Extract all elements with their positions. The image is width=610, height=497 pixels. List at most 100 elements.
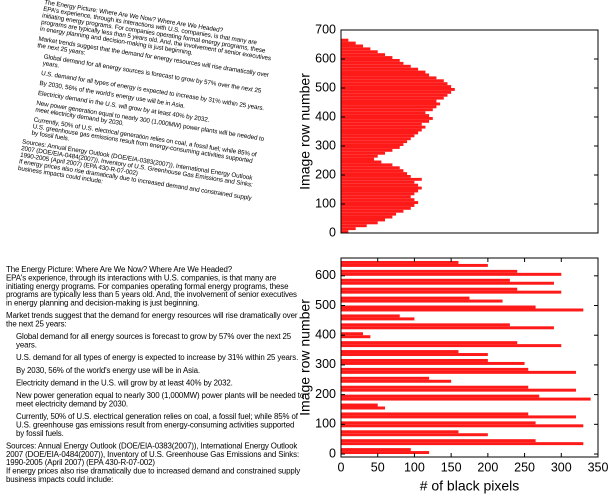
- bar: [341, 230, 349, 233]
- bar: [341, 218, 386, 222]
- bar: [341, 433, 488, 437]
- deskewed-document: The Energy Picture: Where Are We Now? Wh…: [6, 265, 305, 484]
- y-tick-label: 700: [315, 22, 336, 36]
- document-line: the next 25 years:: [6, 320, 67, 329]
- bar: [341, 38, 349, 42]
- bar: [341, 166, 400, 170]
- bar: [341, 424, 584, 428]
- document-line: The Energy Picture: Where Are We Now? Wh…: [6, 265, 233, 274]
- document-line: New power generation equal to nearly 300…: [16, 391, 305, 400]
- bar: [341, 122, 422, 126]
- x-tick-label: 300: [551, 460, 572, 474]
- top-chart: 0 100 200 300 400 500 600 700 Image row number: [297, 22, 599, 239]
- bar: [341, 53, 386, 57]
- bar: [341, 151, 386, 155]
- bar: [341, 451, 430, 455]
- bar: [341, 146, 400, 149]
- bar: [341, 195, 411, 199]
- bar: [341, 439, 536, 443]
- document-line: Currently, 50% of U.S. electrical genera…: [16, 412, 299, 421]
- y-axis-label: Image row number: [297, 73, 313, 190]
- document-line: meet electricity demand by 2030.: [16, 399, 128, 408]
- y-tick-label: 400: [315, 328, 336, 342]
- bar: [341, 186, 422, 190]
- bar: [341, 385, 529, 389]
- axes-frame: [340, 257, 599, 458]
- bar: [341, 102, 441, 106]
- bar: [341, 177, 422, 181]
- bar: [341, 73, 430, 77]
- bar: [341, 111, 426, 115]
- document-line: business impacts could include:: [6, 475, 113, 484]
- bar: [341, 260, 459, 264]
- y-tick-label: 600: [315, 51, 336, 65]
- x-tick-label: 100: [404, 460, 425, 474]
- x-tick-label: 0: [338, 460, 345, 474]
- x-axis-label: # of black pixels: [420, 478, 520, 494]
- bar: [341, 406, 386, 410]
- bar: [341, 183, 419, 187]
- bar: [341, 88, 455, 91]
- document-line: Electricity demand in the U.S. will grow…: [16, 378, 233, 387]
- bar: [341, 61, 404, 65]
- bar: [341, 353, 488, 357]
- bar: [341, 131, 419, 135]
- bar: [341, 50, 378, 54]
- bar: [341, 175, 411, 178]
- bar: [341, 224, 367, 228]
- bar: [341, 128, 422, 132]
- bar: [341, 403, 378, 407]
- document-line: 2007 (DOE/EIA-0484(2007)), Inventory of …: [6, 450, 299, 459]
- bar: [341, 82, 448, 86]
- bar: [341, 160, 382, 164]
- bar: [341, 172, 408, 175]
- bar: [341, 148, 393, 152]
- bar: [341, 388, 576, 392]
- bar: [341, 85, 452, 88]
- bar: [341, 201, 419, 204]
- y-tick-label: 600: [315, 268, 336, 282]
- bar: [341, 370, 576, 374]
- bar: [341, 397, 591, 401]
- bar: [341, 290, 562, 294]
- x-tick-label: 250: [514, 460, 535, 474]
- y-tick-label: 300: [315, 357, 336, 371]
- document-line: Global demand for all energy sources is …: [16, 332, 292, 341]
- bar: [341, 206, 411, 210]
- document-line: U.S. greenhouse gas emissions result fro…: [16, 420, 294, 429]
- bar: [341, 323, 510, 327]
- y-tick-label: 200: [315, 167, 336, 181]
- bar: [341, 59, 400, 62]
- bar: [341, 272, 562, 276]
- bar: [341, 341, 518, 345]
- bar: [341, 44, 364, 48]
- bar: [341, 163, 393, 167]
- y-tick-label: 300: [315, 138, 336, 152]
- x-tick-label: 50: [371, 460, 385, 474]
- y-tick-label: 500: [315, 80, 336, 94]
- document-line: years.: [16, 341, 37, 350]
- document-line: initiating energy programs. For companie…: [6, 282, 289, 291]
- document-line: in energy planning and decision-making i…: [6, 299, 199, 308]
- bar: [341, 430, 459, 434]
- y-tick-label: 0: [329, 446, 336, 460]
- bar: [341, 344, 562, 348]
- skewed-document: The Energy Picture: Where Are We Now? Wh…: [17, 0, 271, 202]
- document-line: 1990-2005 (April 2007) (EPA 430-R-07-002…: [6, 458, 155, 467]
- bar: [341, 263, 488, 267]
- y-tick-label: 400: [315, 109, 336, 123]
- bar: [341, 119, 430, 123]
- bar: [341, 326, 554, 330]
- bar: [341, 350, 459, 354]
- bar: [341, 221, 378, 225]
- bar: [341, 198, 415, 202]
- bar: [341, 394, 540, 398]
- bar: [341, 269, 518, 273]
- bar: [341, 209, 404, 213]
- bar: [341, 157, 375, 161]
- bar: [341, 412, 529, 416]
- bar: [341, 287, 518, 291]
- bar: [341, 317, 415, 321]
- bar: [341, 299, 503, 303]
